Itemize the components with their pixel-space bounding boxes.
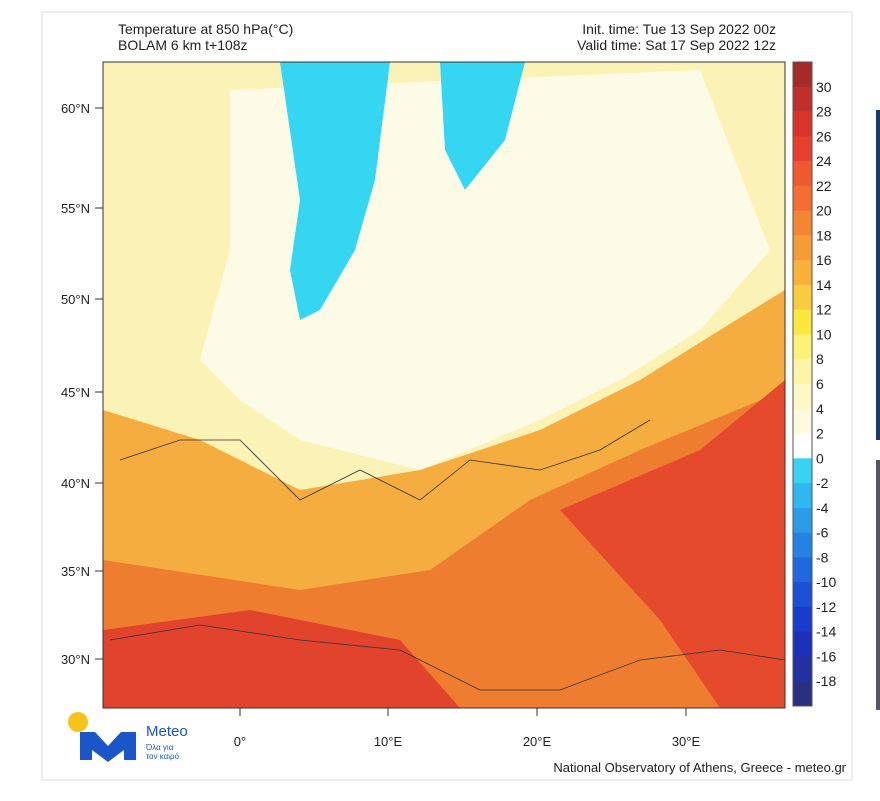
colorbar-label: 30 [816,79,832,95]
colorbar-label: 16 [816,252,832,268]
colorbar-cell [793,606,812,633]
colorbar-cell [793,433,812,459]
lon-label: 20°E [523,734,552,749]
colorbar-label: 14 [816,277,832,293]
colorbar-label: 8 [816,351,824,367]
colorbar-cell [793,458,812,484]
colorbar-cell [793,359,812,385]
logo-name: Meteo [146,723,188,740]
lat-label: 45°N [61,385,90,400]
colorbar-cell [793,656,812,682]
colorbar-cell [793,582,812,608]
colorbar-label: 12 [816,302,832,318]
colorbar-cell [793,111,812,137]
colorbar-label: -18 [816,673,836,689]
side-strip [876,110,880,440]
lat-label: 55°N [61,201,90,216]
colorbar-label: -4 [816,500,829,516]
lat-label: 30°N [61,652,90,667]
lon-label: 30°E [672,734,701,749]
colorbar-cell [793,62,812,88]
colorbar-label: -16 [816,648,836,664]
map [103,62,785,708]
logo-tagline: Όλα για [145,743,174,752]
lon-label: 0° [234,734,246,749]
footer: National Observatory of Athens, Greece -… [553,760,846,775]
lat-label: 50°N [61,292,90,307]
lat-label: 60°N [61,101,90,116]
logo-tagline: τον καιρό [146,752,180,761]
colorbar-cell [793,681,812,707]
colorbar-cell [793,161,812,187]
colorbar-cell [793,210,812,236]
colorbar-cell [793,631,812,657]
init-time: Init. time: Tue 13 Sep 2022 00z [582,21,776,37]
colorbar-cell [793,557,812,583]
model: BOLAM 6 km t+108z [118,37,248,53]
colorbar-label: -6 [816,525,829,541]
colorbar-label: 20 [816,203,832,219]
lon-label: 10°E [374,734,403,749]
colorbar-frame [792,61,813,707]
colorbar-cell [793,284,812,311]
colorbar-cell [793,408,812,435]
colorbar-label: 22 [816,178,832,194]
lat-label: 40°N [61,476,90,491]
colorbar-cell [793,185,812,212]
lat-label: 35°N [61,564,90,579]
title: Temperature at 850 hPa(°C) [118,21,293,37]
colorbar-cell [793,309,812,335]
colorbar-label: 10 [816,326,832,342]
colorbar-cell [793,532,812,558]
colorbar-label: -8 [816,549,829,565]
map-frame [102,61,786,709]
colorbar-cell [793,136,812,162]
colorbar-label: -12 [816,599,836,615]
colorbar-cell [793,86,812,113]
logo-sun [68,712,88,732]
colorbar-label: 4 [816,401,824,417]
colorbar-label: 2 [816,426,824,442]
colorbar-cell [793,260,812,286]
colorbar-label: 6 [816,376,824,392]
colorbar-label: 18 [816,227,832,243]
colorbar-label: 26 [816,128,832,144]
colorbar-label: 28 [816,104,832,120]
colorbar-cell [793,483,812,509]
colorbar-cell [793,235,812,261]
colorbar-cell [793,507,812,534]
side-strip [876,460,880,710]
colorbar-label: -2 [816,475,829,491]
valid-time: Valid time: Sat 17 Sep 2022 12z [577,37,776,53]
colorbar-label: 24 [816,153,832,169]
colorbar-cell [793,334,812,360]
colorbar-label: 0 [816,450,824,466]
logo-mark [80,732,136,762]
colorbar-label: -14 [816,624,836,640]
colorbar-cell [793,384,812,410]
colorbar-label: -10 [816,574,836,590]
